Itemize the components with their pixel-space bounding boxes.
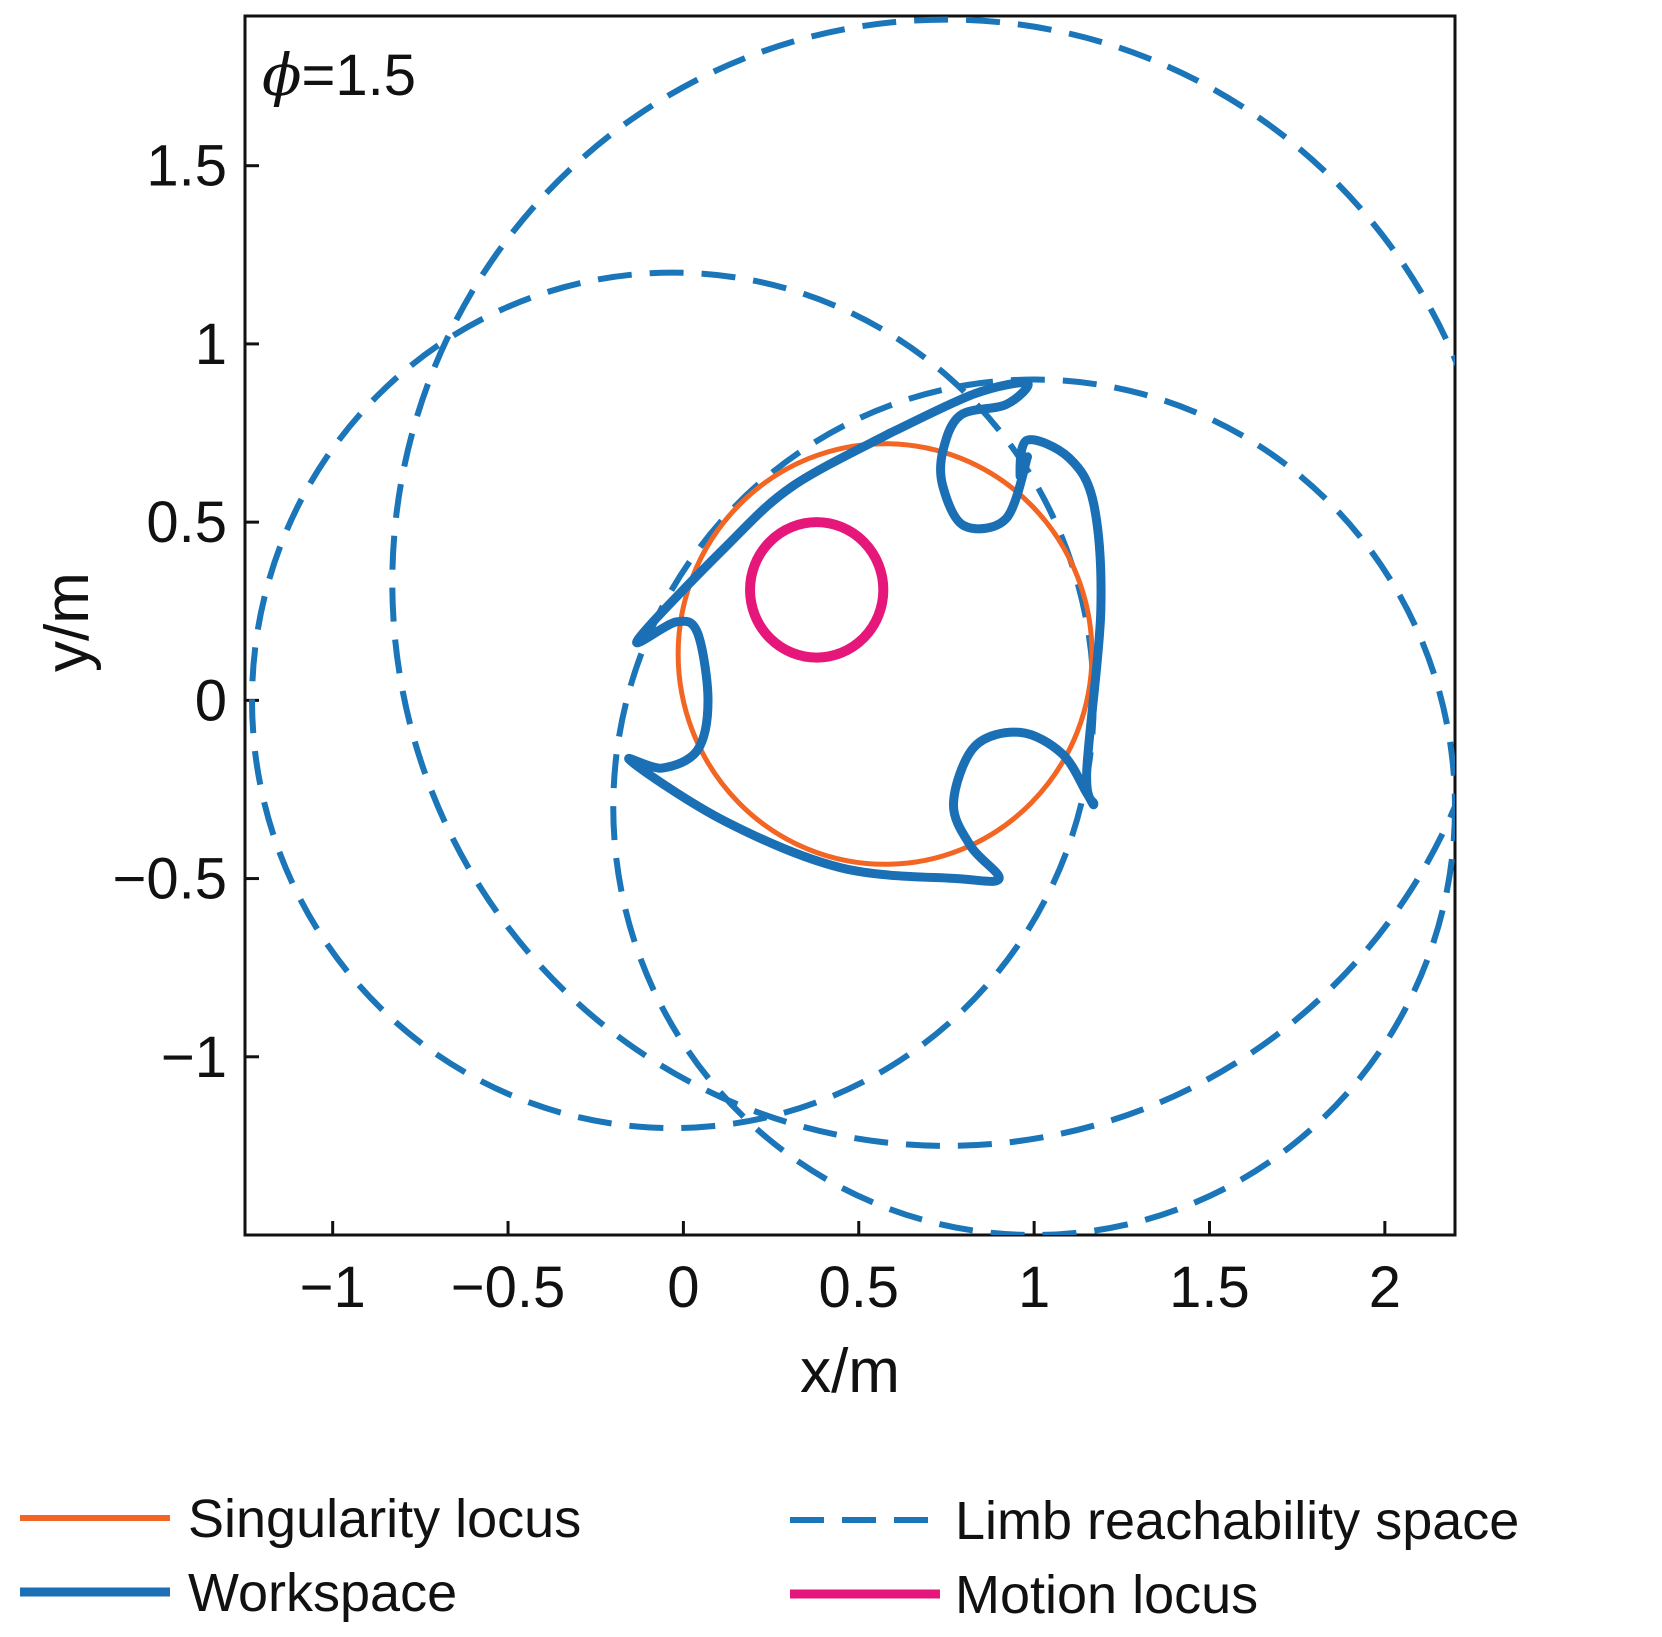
y-axis-ticks: −1 −0.5 0 0.5 1 1.5	[113, 134, 259, 1090]
limb-reachability-space-circle-1	[389, 16, 1455, 1149]
x-tick-label: 0.5	[818, 1255, 899, 1320]
legend-label-singularity: Singularity locus	[188, 1489, 581, 1549]
x-axis-label: x/m	[800, 1337, 900, 1406]
legend-label-reachability: Limb reachability space	[955, 1491, 1519, 1551]
phi-annotation: ϕ=1.5	[262, 41, 416, 109]
x-tick-label: 2	[1369, 1255, 1401, 1320]
x-tick-label: −1	[300, 1255, 366, 1320]
y-tick-label: −1	[161, 1025, 227, 1090]
legend: Singularity locus Workspace Limb reachab…	[20, 1489, 1519, 1625]
motion-locus-curve	[745, 517, 889, 663]
legend-label-motion: Motion locus	[955, 1565, 1258, 1625]
y-tick-label: 1	[195, 312, 227, 377]
series-layer	[249, 16, 1455, 1235]
x-tick-label: 1	[1018, 1255, 1050, 1320]
y-tick-label: 0.5	[146, 490, 227, 555]
y-axis-label: y/m	[33, 572, 102, 672]
x-axis-ticks: −1 −0.5 0 0.5 1 1.5 2	[300, 1221, 1401, 1320]
y-tick-label: −0.5	[113, 847, 228, 912]
plot-frame	[243, 14, 1457, 1237]
y-tick-label: 1.5	[146, 134, 227, 199]
x-tick-label: 0	[667, 1255, 699, 1320]
legend-label-workspace: Workspace	[188, 1563, 457, 1623]
workspace-boundary	[624, 378, 1106, 886]
x-tick-label: 1.5	[1169, 1255, 1250, 1320]
y-tick-label: 0	[195, 668, 227, 733]
limb-reachability-space-circle-3	[610, 376, 1455, 1235]
singularity-locus-curve	[675, 441, 1095, 867]
x-tick-label: −0.5	[451, 1255, 566, 1320]
